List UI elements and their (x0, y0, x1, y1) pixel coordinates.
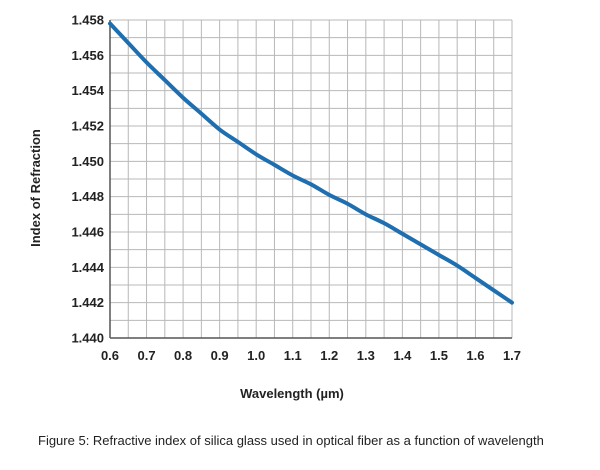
y-tick-label: 1.448 (71, 189, 104, 204)
refractive-index-line (108, 21, 514, 305)
y-tick-label: 1.450 (71, 154, 104, 169)
y-tick-label: 1.446 (71, 225, 104, 240)
x-tick-label: 1.4 (393, 348, 412, 363)
x-tick-label: 1.2 (320, 348, 338, 363)
y-tick-label: 1.444 (71, 260, 104, 275)
x-tick-label: 1.5 (430, 348, 448, 363)
x-tick-label: 1.1 (284, 348, 302, 363)
y-tick-label: 1.442 (71, 295, 104, 310)
x-tick-label: 1.3 (357, 348, 375, 363)
chart-axes (109, 20, 512, 339)
y-tick-label: 1.454 (71, 83, 104, 98)
chart: 0.6 0.7 0.8 0.9 1.0 1.1 1.2 1.3 1.4 1.5 1.6 1.7 1.4… (28, 13, 521, 402)
x-tick-label: 0.9 (211, 348, 229, 363)
x-tick-label: 0.8 (174, 348, 192, 363)
y-tick-labels: 1.440 1.442 1.444 1.446 1.448 1.450 1.452 1.454… (71, 13, 104, 346)
x-tick-label: 1.7 (503, 348, 521, 363)
x-tick-label: 1.0 (247, 348, 265, 363)
x-axis-label: Wavelength (µm) (240, 386, 344, 401)
x-tick-label: 0.6 (101, 348, 119, 363)
x-tick-labels: 0.6 0.7 0.8 0.9 1.0 1.1 1.2 1.3 1.4 1.5 1.6 1.7 (101, 348, 521, 363)
y-tick-label: 1.452 (71, 119, 104, 134)
y-axis-label: Index of Refraction (28, 129, 43, 247)
x-tick-label: 0.7 (138, 348, 156, 363)
y-tick-label: 1.456 (71, 48, 104, 63)
y-tick-label: 1.458 (71, 13, 104, 28)
chart-series (108, 21, 514, 305)
y-tick-label: 1.440 (71, 331, 104, 346)
chart-grid (109, 19, 513, 339)
x-tick-label: 1.6 (466, 348, 484, 363)
figure-caption: Figure 5: Refractive index of silica gla… (38, 433, 544, 448)
